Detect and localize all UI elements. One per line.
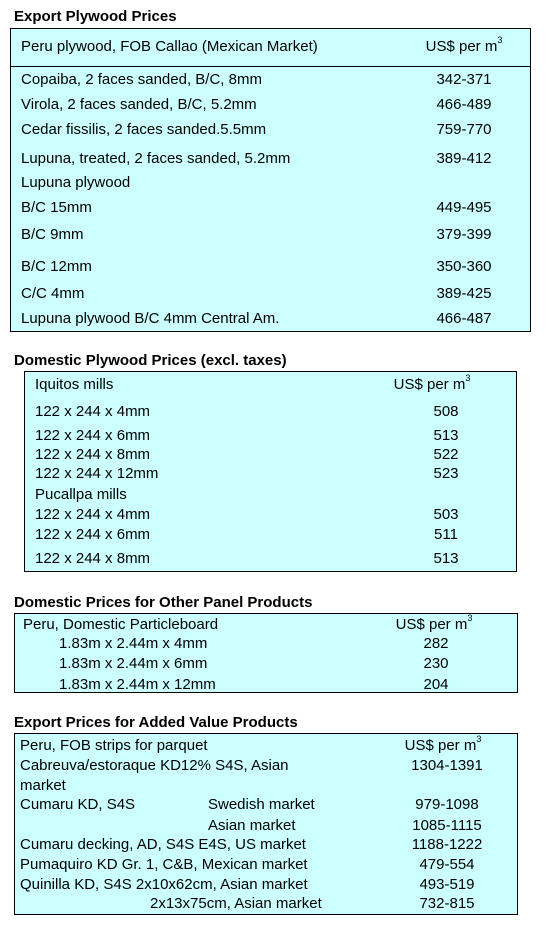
row-value: 511 [434, 526, 458, 543]
row-value: 379-399 [436, 226, 492, 243]
added-value-table: Peru, FOB strips for parquet US$ per m3 … [14, 733, 518, 915]
row-value: 522 [433, 446, 459, 463]
header-label: Iquitos mills [35, 376, 114, 393]
row-label: 122 x 244 x 6mm [35, 427, 151, 444]
row-value: 466-489 [436, 96, 492, 113]
row-value: 204 [423, 676, 449, 693]
row-value: 1188-1222 [411, 836, 483, 853]
header-unit: US$ per m3 [404, 734, 482, 755]
row-label: Lupuna plywood B/C 4mm Central Am. [21, 310, 280, 327]
row-label: Cumaru KD, S4S [20, 796, 136, 813]
row-value: 449-495 [436, 199, 492, 216]
row-label: Pucallpa mills [35, 486, 127, 503]
row-value: 230 [423, 655, 449, 672]
row-label: Virola, 2 faces sanded, B/C, 5.2mm [21, 96, 257, 113]
row-market: Swedish market [208, 796, 315, 813]
row-value: 979-1098 [415, 796, 479, 813]
row-value: 342-371 [436, 71, 492, 88]
header-unit: US$ per m3 [395, 613, 473, 634]
row-label: 122 x 244 x 6mm [35, 526, 151, 543]
row-label: B/C 12mm [21, 258, 92, 275]
row-label: 1.83m x 2.44m x 12mm [59, 676, 216, 693]
row-value: 282 [423, 635, 449, 652]
row-value: 513 [433, 427, 459, 444]
row-label: 1.83m x 2.44m x 6mm [59, 655, 208, 672]
row-market: 2x13x75cm, Asian market [150, 895, 322, 912]
header-label: Peru, FOB strips for parquet [20, 737, 208, 754]
row-value: 389-425 [436, 285, 492, 302]
row-label: Cumaru decking, AD, S4S E4S, US market [20, 836, 306, 853]
row-label: Pumaquiro KD Gr. 1, C&B, Mexican market [20, 856, 308, 873]
table-header: Peru plywood, FOB Callao (Mexican Market… [11, 29, 530, 67]
added-value-title: Export Prices for Added Value Products [14, 714, 298, 731]
export-plywood-table: Peru plywood, FOB Callao (Mexican Market… [10, 28, 531, 332]
row-label: B/C 15mm [21, 199, 92, 216]
row-value: 513 [433, 550, 459, 567]
row-value: 479-554 [419, 856, 475, 873]
row-value: 732-815 [419, 895, 475, 912]
domestic-plywood-title: Domestic Plywood Prices (excl. taxes) [14, 352, 287, 369]
header-label: Peru plywood, FOB Callao (Mexican Market… [21, 38, 318, 55]
row-label: 122 x 244 x 8mm [35, 446, 151, 463]
domestic-plywood-table: Iquitos mills US$ per m3 122 x 244 x 4mm… [24, 371, 517, 572]
row-label: C/C 4mm [21, 285, 85, 302]
row-label: Cedar fissilis, 2 faces sanded.5.5mm [21, 121, 267, 138]
row-value: 759-770 [436, 121, 492, 138]
row-value: 1304-1391 [411, 757, 483, 774]
row-label: 1.83m x 2.44m x 4mm [59, 635, 208, 652]
row-label: Lupuna, treated, 2 faces sanded, 5.2mm [21, 150, 291, 167]
row-value: 466-487 [436, 310, 492, 327]
row-label: Cabreuva/estoraque KD12% S4S, Asian [20, 757, 289, 774]
row-value: 350-360 [436, 258, 492, 275]
other-panel-title: Domestic Prices for Other Panel Products [14, 594, 313, 611]
row-value: 493-519 [419, 876, 475, 893]
header-unit: US$ per m3 [393, 373, 471, 394]
row-label: 122 x 244 x 8mm [35, 550, 151, 567]
header-label: Peru, Domestic Particleboard [23, 616, 219, 633]
row-value: 1085-1115 [412, 817, 482, 834]
row-label: 122 x 244 x 4mm [35, 506, 151, 523]
row-label: Quinilla KD, S4S 2x10x62cm, Asian market [20, 876, 308, 893]
export-plywood-title: Export Plywood Prices [14, 8, 177, 25]
row-market: Asian market [208, 817, 296, 834]
row-label: market [20, 777, 66, 794]
row-label: 122 x 244 x 4mm [35, 403, 151, 420]
row-value: 503 [433, 506, 459, 523]
header-unit: US$ per m3 [425, 35, 503, 56]
other-panel-table: Peru, Domestic Particleboard US$ per m3 … [14, 613, 518, 693]
row-label: 122 x 244 x 12mm [35, 465, 159, 482]
row-value: 523 [433, 465, 459, 482]
row-value: 389-412 [436, 150, 492, 167]
row-label: B/C 9mm [21, 226, 84, 243]
row-label: Copaiba, 2 faces sanded, B/C, 8mm [21, 71, 262, 88]
row-value: 508 [433, 403, 459, 420]
row-label: Lupuna plywood [21, 174, 131, 191]
